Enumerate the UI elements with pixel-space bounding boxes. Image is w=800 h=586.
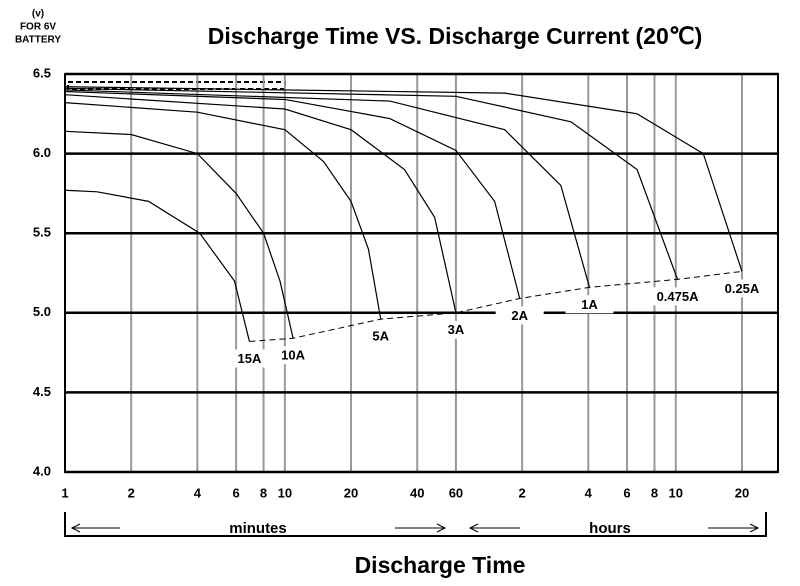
x-tick-label: 6 xyxy=(623,485,630,500)
x-tick-label: 60 xyxy=(449,485,463,500)
y-tick-label: 5.5 xyxy=(33,225,51,240)
x-tick-label: 8 xyxy=(260,485,267,500)
discharge-curve xyxy=(64,87,679,280)
time-bracket xyxy=(64,512,767,537)
annotation: minutes xyxy=(229,520,287,537)
x-tick-label: 20 xyxy=(735,485,749,500)
x-tick-label: 10 xyxy=(669,485,683,500)
x-tick-label: 2 xyxy=(128,485,135,500)
series-label: 5A xyxy=(372,329,389,344)
y-axis-label: (v) xyxy=(32,9,44,20)
label-bg xyxy=(565,295,614,314)
label-bg xyxy=(653,287,702,306)
x-tick-label: 4 xyxy=(585,485,593,500)
series-label: 10A xyxy=(281,348,305,363)
discharge-curve xyxy=(64,90,521,299)
x-axis-label: Discharge Time xyxy=(355,552,526,578)
plot-frame xyxy=(64,73,779,473)
discharge-curve xyxy=(64,189,251,342)
y-tick-label: 6.5 xyxy=(33,65,51,80)
discharge-curve xyxy=(64,130,294,339)
x-tick-label: 1 xyxy=(61,485,68,500)
series-label: 15A xyxy=(237,351,261,366)
annotation: hours xyxy=(589,520,631,537)
series-label: 0.25A xyxy=(725,281,760,296)
x-tick-label: 8 xyxy=(651,485,658,500)
x-tick-label: 40 xyxy=(410,485,424,500)
x-tick-label: 20 xyxy=(344,485,358,500)
series-label: 3A xyxy=(448,322,465,337)
y-tick-label: 4.5 xyxy=(33,384,51,399)
x-tick-label: 2 xyxy=(519,485,526,500)
y-tick-label: 6.0 xyxy=(33,145,51,160)
series-label: 0.475A xyxy=(657,289,700,304)
label-bg xyxy=(225,349,274,368)
chart-title: Discharge Time VS. Discharge Current (20… xyxy=(208,23,703,49)
series-label: 1A xyxy=(581,297,598,312)
y-tick-label: 5.0 xyxy=(33,304,51,319)
y-tick-label: 4.0 xyxy=(33,463,51,478)
y-axis-label: FOR 6V xyxy=(20,22,56,33)
discharge-curve xyxy=(64,102,382,320)
discharge-curve xyxy=(64,94,457,313)
x-tick-label: 4 xyxy=(194,485,202,500)
x-tick-label: 10 xyxy=(278,485,292,500)
label-bg xyxy=(269,346,318,365)
y-axis-label: BATTERY xyxy=(15,35,61,46)
series-label: 2A xyxy=(511,308,528,323)
discharge-curve xyxy=(64,86,743,272)
label-bg xyxy=(717,279,766,298)
x-tick-label: 6 xyxy=(232,485,239,500)
end-voltage-line xyxy=(249,270,743,342)
label-bg xyxy=(356,327,405,346)
label-bg xyxy=(431,320,480,339)
label-bg xyxy=(495,306,544,325)
discharge-curve xyxy=(64,89,591,288)
